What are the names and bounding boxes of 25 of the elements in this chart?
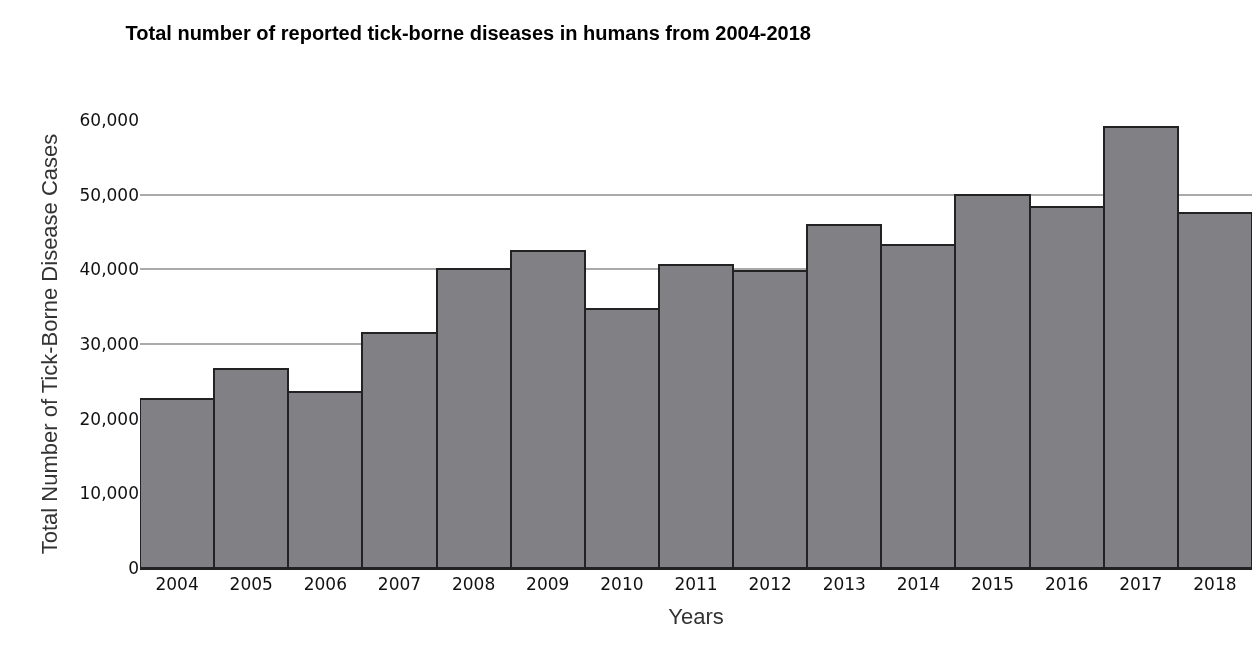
x-tick-label: 2016 <box>1045 574 1089 595</box>
x-tick-label: 2008 <box>451 574 496 595</box>
x-tick-label: 2004 <box>155 574 199 595</box>
x-tick-label: 2014 <box>896 574 941 595</box>
y-tick-label: 20,000 <box>79 408 139 429</box>
x-axis-title: Years <box>668 603 724 629</box>
y-axis-title: Total Number of Tick-Borne Disease Cases <box>37 133 63 555</box>
x-tick-label: 2011 <box>674 574 718 595</box>
y-tick-label: 40,000 <box>79 259 139 280</box>
y-tick-label: 0 <box>128 557 139 578</box>
x-tick-label: 2013 <box>822 574 866 595</box>
x-tick-label: 2009 <box>526 574 570 595</box>
x-tick-label: 2012 <box>748 574 792 595</box>
x-tick-label: 2005 <box>229 574 273 595</box>
x-tick-label: 2017 <box>1119 574 1163 595</box>
y-tick-label: 10,000 <box>79 483 139 504</box>
chart-title: Total number of reported tick-borne diseases in humans from 2004-2018 <box>125 22 811 45</box>
y-tick-label: 30,000 <box>79 333 139 354</box>
x-tick-label: 2007 <box>377 574 422 595</box>
x-tick-label: 2018 <box>1193 574 1237 595</box>
y-tick-label: 50,000 <box>79 184 139 205</box>
x-tick-label: 2010 <box>600 574 644 595</box>
x-tick-label: 2015 <box>970 574 1015 595</box>
y-tick-label: 60,000 <box>79 109 139 130</box>
x-tick-label: 2006 <box>303 574 347 595</box>
